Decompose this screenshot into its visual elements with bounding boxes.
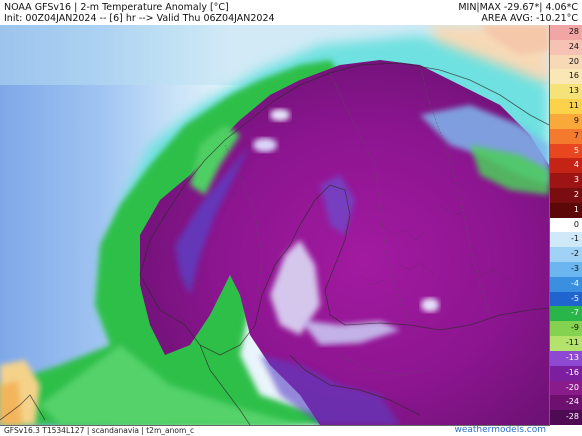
colorbar-cell: -7 [550,306,582,322]
colorbar-cell: 28 [550,25,582,40]
colorbar-cell: 13 [550,84,582,100]
colorbar-cell: 20 [550,54,582,70]
country-borders [224,64,491,376]
colorbar-cell: 16 [550,69,582,85]
temperature-anomaly-map [0,25,550,426]
map-title: NOAA GFSv16 | 2-m Temperature Anomaly [°… [4,2,229,13]
colorbar-cell: -4 [550,276,582,292]
colorbar-cell: -24 [550,395,582,411]
colorbar-cell: -1 [550,232,582,248]
anomaly-cold-core [140,60,549,425]
colorbar-cell: 7 [550,128,582,144]
colorbar-cell: 2 [550,187,582,203]
source-credit: weathermodels.com [454,425,546,435]
colorbar-cell: -3 [550,262,582,277]
colorbar-cell: 24 [550,39,582,55]
colorbar-cell: -9 [550,321,582,337]
footer: GFSv16.3 T1534L127 | scandanavia | t2m_a… [0,425,582,436]
min-max-readout: MIN|MAX -29.67*| 4.06*C [458,2,578,13]
colorbar-cell: 4 [550,158,582,174]
colorbar-cell: 9 [550,113,582,129]
colorbar-cell: -11 [550,336,582,351]
colorbar-cell: 11 [550,99,582,114]
colorbar-cell: -5 [550,291,582,307]
coastlines [0,62,549,425]
colorbar-cell: -20 [550,380,582,396]
model-info: GFSv16.3 T1534L127 | scandanavia | t2m_a… [4,426,195,435]
colorbar-cell: 3 [550,173,582,188]
colorbar-cell: -28 [550,410,582,425]
colorbar-cell: -13 [550,350,582,366]
colorbar-cell: 1 [550,202,582,218]
color-scale-legend: 28 24 20 16 13 11 9 7 5 4 3 2 1 0 -1 -2 -3 -4 -5 -7 -9 -11 -13… [550,25,582,425]
area-average-readout: AREA AVG: -10.21°C [481,13,578,24]
init-valid-time: Init: 00Z04JAN2024 -- [6] hr --> Valid T… [4,13,275,24]
colorbar-cell: -2 [550,247,582,263]
colorbar-cell: 0 [550,217,582,233]
colorbar-cell: 5 [550,143,582,159]
gulf-of-bothnia-patch [270,240,320,335]
colorbar-cell: -16 [550,365,582,381]
